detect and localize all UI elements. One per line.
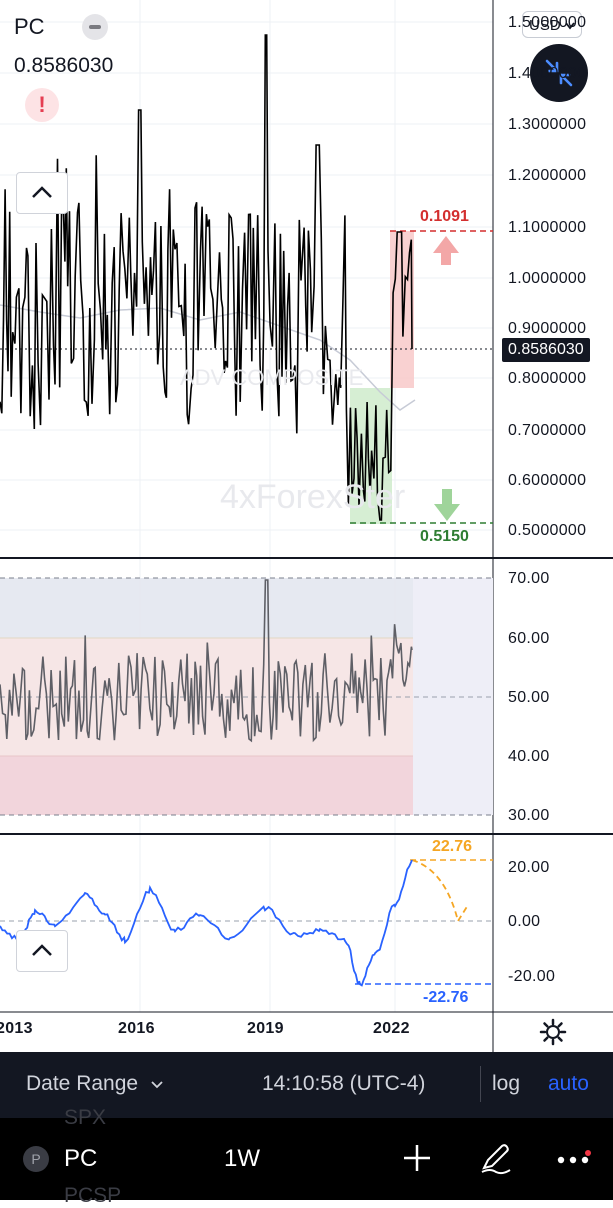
price-tick: 0.6000000 xyxy=(508,472,587,489)
price-tick: 0.5000000 xyxy=(508,522,587,539)
price-tick: 1.1000000 xyxy=(508,219,587,236)
price-tick: 0.9000000 xyxy=(508,320,587,337)
rsi-tick: 60.00 xyxy=(508,630,550,647)
price-tick: 1.0000000 xyxy=(508,270,587,287)
rsi-tick: 70.00 xyxy=(508,570,550,587)
rsi-tick: 30.00 xyxy=(508,807,550,824)
date-range-label: Date Range xyxy=(26,1072,139,1095)
watermark-text: 4xForexSter xyxy=(220,478,406,516)
chart-canvas[interactable] xyxy=(0,0,613,1052)
auto-toggle[interactable]: auto xyxy=(548,1072,589,1095)
chevron-down-icon xyxy=(151,1081,163,1089)
collapse-arrows-icon xyxy=(545,59,573,87)
draw-pencil-icon[interactable] xyxy=(478,1140,514,1176)
price-series xyxy=(0,34,413,521)
chevron-up-icon xyxy=(32,944,52,956)
date-range-bar xyxy=(0,1052,613,1118)
collapse-pane-button[interactable] xyxy=(16,172,68,214)
last-value: 0.8586030 xyxy=(14,54,114,77)
warning-icon[interactable]: ! xyxy=(25,88,59,122)
chevron-up-icon xyxy=(32,186,52,198)
time-tick: 2022 xyxy=(373,1020,410,1037)
osc-tick: 20.00 xyxy=(508,859,550,876)
time-tick: 2013 xyxy=(0,1020,33,1037)
price-tick: 1.2000000 xyxy=(508,167,587,184)
price-tick: 1.4000000 xyxy=(508,65,587,82)
current-price-tag: 0.8586030 xyxy=(502,338,590,362)
projection-curve xyxy=(411,859,469,924)
price-tick: 1.3000000 xyxy=(508,116,587,133)
ghost-symbol-above: SPX xyxy=(64,1106,107,1129)
osc-tick: -20.00 xyxy=(508,968,556,985)
time-tick: 2019 xyxy=(247,1020,284,1037)
rsi-tick: 40.00 xyxy=(508,748,550,765)
exit-fullscreen-button[interactable] xyxy=(530,44,588,102)
settings-gear-icon[interactable] xyxy=(538,1017,568,1047)
rsi-tick: 50.00 xyxy=(508,689,550,706)
time-tick: 2016 xyxy=(118,1020,155,1037)
log-toggle[interactable]: log xyxy=(492,1072,521,1095)
currency-value: USD xyxy=(529,17,561,34)
osc-tick: 0.00 xyxy=(508,913,541,930)
divider xyxy=(480,1066,481,1102)
symbol-title[interactable]: PC xyxy=(14,14,45,39)
collapse-legend-button[interactable] xyxy=(82,14,108,40)
osc-top-label: 22.76 xyxy=(432,838,473,855)
price-tick: 1.5000000 xyxy=(508,14,587,31)
chevron-down-icon xyxy=(565,22,575,30)
down-arrow-icon xyxy=(434,489,460,521)
collapse-oscillator-button[interactable] xyxy=(16,930,68,972)
chart-area[interactable]: 4xForexSter ADV COMPOSITE PC 0.8586030 !… xyxy=(0,0,613,1052)
watermark-subtext: ADV COMPOSITE xyxy=(180,365,364,390)
symbol-badge: P xyxy=(23,1146,49,1172)
price-tick: 0.8000000 xyxy=(508,370,587,387)
osc-bottom-label: -22.76 xyxy=(423,989,469,1006)
symbol-button[interactable]: PC xyxy=(64,1145,98,1172)
ghost-symbol-below: PCSP xyxy=(64,1184,122,1207)
up-arrow-icon xyxy=(433,236,459,265)
date-range-button[interactable]: Date Range xyxy=(26,1072,164,1096)
interval-button[interactable]: 1W xyxy=(224,1145,260,1172)
clock-time[interactable]: 14:10:58 (UTC-4) xyxy=(262,1072,426,1095)
currency-select[interactable]: USD xyxy=(522,11,582,38)
oscillator-series xyxy=(0,859,413,987)
up-zone-label: 0.1091 xyxy=(420,208,469,225)
rsi-series xyxy=(0,579,413,743)
down-zone-label: 0.5150 xyxy=(420,528,469,545)
bottom-toolbar: Date Range 14:10:58 (UTC-4) log auto SPX… xyxy=(0,1052,613,1207)
more-icon[interactable] xyxy=(555,1150,595,1170)
add-icon[interactable] xyxy=(401,1142,433,1174)
price-tick: 0.7000000 xyxy=(508,422,587,439)
